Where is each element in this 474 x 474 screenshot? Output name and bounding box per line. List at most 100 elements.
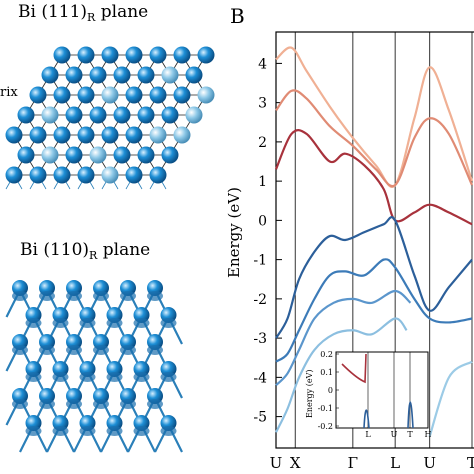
atom-shadow <box>39 291 55 301</box>
atom-light <box>149 126 167 144</box>
inset-energy-label: Energy (eV) <box>305 370 314 419</box>
atom-shadow <box>66 291 82 301</box>
inset-x-tick-label: L <box>365 430 371 439</box>
inset-y-tick-label: 0.2 <box>320 350 333 359</box>
atom <box>29 166 47 184</box>
atom <box>41 66 59 84</box>
atom <box>77 46 95 64</box>
atom-shadow <box>79 318 96 328</box>
band-line-2 <box>275 89 474 188</box>
atom <box>125 86 143 104</box>
band-line-3 <box>274 129 473 226</box>
atom <box>173 86 191 104</box>
atom <box>101 46 119 64</box>
atom-shadow <box>12 291 28 301</box>
atom <box>113 146 131 164</box>
x-tick-label: T <box>467 454 474 472</box>
atom-shadow <box>12 399 28 409</box>
atom-shadow <box>25 426 42 436</box>
plot-frame <box>275 31 474 449</box>
atom <box>125 46 143 64</box>
atom-shadow <box>25 372 42 382</box>
atom <box>125 126 143 144</box>
y-tick-label: -5 <box>253 410 267 426</box>
atom-shadow <box>106 426 123 436</box>
inset-frame <box>335 351 429 429</box>
atom <box>53 166 71 184</box>
atom-shadow <box>52 372 69 382</box>
inset-y-tick-label: -0.1 <box>318 404 333 413</box>
atom-shadow <box>93 345 109 355</box>
atom <box>17 106 35 124</box>
y-tick-label: -2 <box>253 292 267 308</box>
inset-conduction-band <box>341 353 367 384</box>
band-line-8 <box>428 360 473 437</box>
atom-shadow <box>106 318 123 328</box>
atom <box>29 86 47 104</box>
atom <box>149 86 167 104</box>
atom <box>161 146 179 164</box>
atom-shadow <box>133 372 150 382</box>
atom-shadow <box>160 372 177 382</box>
atom-shadow <box>93 291 109 301</box>
atom-light <box>161 66 179 84</box>
atom-light <box>197 86 215 104</box>
atom-shadow <box>147 345 163 355</box>
atom-shadow <box>133 426 150 436</box>
atom-shadow <box>106 372 123 382</box>
x-tick-label: U <box>423 454 436 472</box>
y-tick-label: 2 <box>258 135 267 151</box>
atom <box>113 66 131 84</box>
inset-x-tick-label: H <box>425 430 432 439</box>
atom <box>29 126 47 144</box>
atom <box>101 126 119 144</box>
atom <box>137 106 155 124</box>
atom-light <box>41 106 59 124</box>
inset-valence-band-1 <box>363 409 370 429</box>
x-tick-label: U <box>270 454 283 472</box>
atom <box>161 106 179 124</box>
y-tick-label: 0 <box>258 213 267 229</box>
atom-light <box>41 146 59 164</box>
inset-y-tick-label: 0.1 <box>320 368 333 377</box>
band-line-1 <box>275 46 474 188</box>
atom <box>17 146 35 164</box>
atom <box>53 46 71 64</box>
y-tick-label: -4 <box>253 370 267 386</box>
bi110-lattice <box>5 280 183 453</box>
energy-axis-label: Energy (eV) <box>225 187 243 278</box>
atom-light <box>101 166 119 184</box>
atom <box>185 66 203 84</box>
y-tick-label: 4 <box>258 56 267 72</box>
inset-valence-band-2 <box>407 401 414 429</box>
atom <box>149 166 167 184</box>
atom-shadow <box>52 426 69 436</box>
atom <box>89 106 107 124</box>
x-tick-label: Γ <box>348 454 358 472</box>
atom-shadow <box>120 345 136 355</box>
atom-light <box>89 146 107 164</box>
atom-light <box>101 86 119 104</box>
atom-shadow <box>66 399 82 409</box>
atom-shadow <box>39 399 55 409</box>
panel-letter-b: B <box>230 4 245 28</box>
atom <box>5 166 23 184</box>
atom <box>65 146 83 164</box>
atom <box>149 46 167 64</box>
atom <box>77 86 95 104</box>
band-line-4 <box>275 216 473 339</box>
atom <box>65 66 83 84</box>
atom-shadow <box>160 318 177 328</box>
atom-shadow <box>120 291 136 301</box>
band-line-5 <box>275 258 473 363</box>
band-line-7 <box>275 317 408 433</box>
y-tick-label: -3 <box>253 331 267 347</box>
atom <box>77 166 95 184</box>
atom <box>77 126 95 144</box>
atom <box>113 106 131 124</box>
atom <box>173 46 191 64</box>
atom-shadow <box>79 426 96 436</box>
atom-shadow <box>66 345 82 355</box>
clipped-label: rix <box>0 85 18 100</box>
